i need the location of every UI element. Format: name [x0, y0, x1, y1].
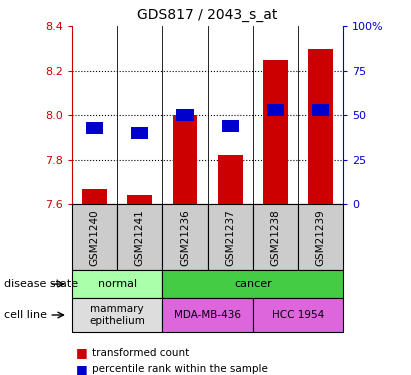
- Text: ■: ■: [76, 346, 88, 359]
- Bar: [173, 116, 197, 204]
- Text: cancer: cancer: [234, 279, 272, 289]
- Bar: [263, 60, 288, 204]
- Text: GSM21240: GSM21240: [90, 209, 99, 266]
- Title: GDS817 / 2043_s_at: GDS817 / 2043_s_at: [137, 9, 278, 22]
- Text: transformed count: transformed count: [92, 348, 189, 357]
- Bar: [176, 109, 194, 122]
- Text: GSM21239: GSM21239: [316, 209, 326, 266]
- Bar: [222, 120, 239, 132]
- Bar: [86, 122, 103, 134]
- Bar: [218, 155, 242, 204]
- Bar: [82, 189, 107, 204]
- Text: GSM21238: GSM21238: [270, 209, 280, 266]
- Text: GSM21237: GSM21237: [225, 209, 235, 266]
- Text: GSM21236: GSM21236: [180, 209, 190, 266]
- Text: MDA-MB-436: MDA-MB-436: [174, 310, 241, 320]
- Text: normal: normal: [97, 279, 137, 289]
- Bar: [131, 127, 148, 139]
- Text: percentile rank within the sample: percentile rank within the sample: [92, 364, 268, 374]
- Bar: [127, 195, 152, 204]
- Bar: [267, 104, 284, 116]
- Bar: [312, 104, 329, 116]
- Bar: [308, 48, 333, 204]
- Text: disease state: disease state: [4, 279, 78, 289]
- Text: ■: ■: [76, 363, 88, 375]
- Text: HCC 1954: HCC 1954: [272, 310, 324, 320]
- Text: mammary
epithelium: mammary epithelium: [89, 304, 145, 326]
- Text: cell line: cell line: [4, 310, 47, 320]
- Text: GSM21241: GSM21241: [135, 209, 145, 266]
